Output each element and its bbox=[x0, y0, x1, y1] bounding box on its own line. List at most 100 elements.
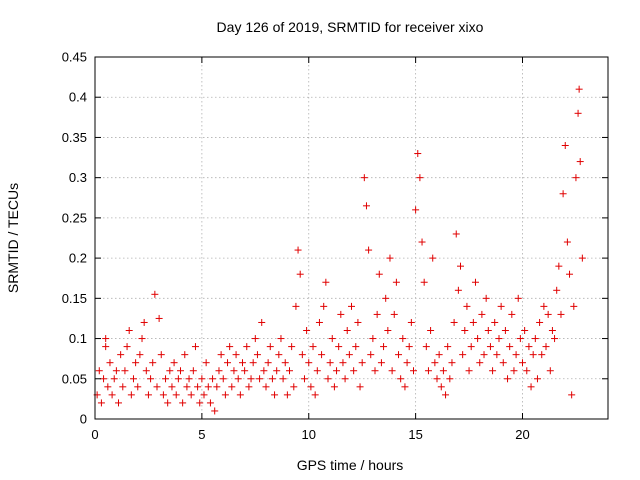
data-point bbox=[365, 246, 373, 254]
data-point bbox=[155, 314, 163, 322]
data-point bbox=[557, 310, 565, 318]
x-tick-label: 5 bbox=[198, 427, 205, 442]
data-point bbox=[260, 367, 268, 375]
y-tick-label: 0.4 bbox=[69, 90, 87, 105]
data-point bbox=[211, 407, 219, 415]
data-point bbox=[548, 327, 556, 335]
data-point bbox=[245, 383, 253, 391]
data-point bbox=[491, 318, 499, 326]
data-point bbox=[281, 359, 289, 367]
data-point bbox=[286, 367, 294, 375]
data-point bbox=[138, 335, 146, 343]
data-point bbox=[433, 375, 441, 383]
data-point bbox=[183, 383, 191, 391]
x-tick-label: 15 bbox=[408, 427, 422, 442]
data-point bbox=[296, 270, 304, 278]
data-point bbox=[157, 351, 165, 359]
data-point bbox=[172, 391, 180, 399]
data-point bbox=[226, 343, 234, 351]
data-point bbox=[510, 367, 518, 375]
data-point bbox=[136, 351, 144, 359]
data-point bbox=[97, 399, 105, 407]
data-point bbox=[380, 343, 388, 351]
data-point bbox=[129, 375, 137, 383]
data-point bbox=[187, 391, 195, 399]
data-point bbox=[444, 343, 452, 351]
data-point bbox=[382, 294, 390, 302]
data-point bbox=[134, 383, 142, 391]
data-point bbox=[106, 359, 114, 367]
data-point bbox=[369, 335, 377, 343]
data-point bbox=[123, 343, 131, 351]
x-tick-label: 10 bbox=[302, 427, 316, 442]
data-point bbox=[241, 367, 249, 375]
data-point bbox=[427, 327, 435, 335]
data-point bbox=[482, 294, 490, 302]
data-point bbox=[164, 399, 172, 407]
data-point bbox=[102, 343, 110, 351]
data-point bbox=[228, 383, 236, 391]
data-point bbox=[104, 383, 112, 391]
x-tick-label: 20 bbox=[515, 427, 529, 442]
data-point bbox=[352, 343, 360, 351]
data-point bbox=[405, 343, 413, 351]
data-point bbox=[386, 254, 394, 262]
data-point bbox=[144, 391, 152, 399]
data-point bbox=[170, 359, 178, 367]
data-point bbox=[189, 367, 197, 375]
data-point bbox=[489, 367, 497, 375]
data-point bbox=[463, 302, 471, 310]
data-point bbox=[117, 351, 125, 359]
data-point bbox=[457, 262, 465, 270]
data-point bbox=[337, 310, 345, 318]
data-point bbox=[424, 367, 432, 375]
data-point bbox=[305, 359, 313, 367]
data-point bbox=[221, 391, 229, 399]
data-point bbox=[474, 335, 482, 343]
data-point bbox=[322, 278, 330, 286]
data-point bbox=[300, 375, 308, 383]
data-point bbox=[341, 375, 349, 383]
data-point bbox=[298, 351, 306, 359]
data-point bbox=[536, 318, 544, 326]
data-point bbox=[388, 367, 396, 375]
y-tick-label: 0.15 bbox=[62, 291, 87, 306]
data-point bbox=[392, 278, 400, 286]
data-point bbox=[358, 359, 366, 367]
data-point bbox=[566, 270, 574, 278]
data-point bbox=[262, 383, 270, 391]
data-point bbox=[324, 375, 332, 383]
data-point bbox=[256, 375, 264, 383]
data-point bbox=[484, 327, 492, 335]
data-point bbox=[125, 327, 133, 335]
data-point bbox=[335, 343, 343, 351]
data-point bbox=[420, 278, 428, 286]
data-point bbox=[486, 343, 494, 351]
data-point bbox=[159, 391, 167, 399]
data-point bbox=[110, 375, 118, 383]
data-point bbox=[542, 343, 550, 351]
data-point bbox=[328, 335, 336, 343]
data-point bbox=[238, 359, 246, 367]
data-point bbox=[467, 343, 475, 351]
data-point bbox=[230, 367, 238, 375]
data-point bbox=[407, 318, 415, 326]
data-point bbox=[375, 270, 383, 278]
data-point bbox=[204, 383, 212, 391]
data-point bbox=[563, 238, 571, 246]
data-point bbox=[480, 351, 488, 359]
data-point bbox=[435, 351, 443, 359]
data-point bbox=[149, 359, 157, 367]
data-point bbox=[177, 367, 184, 375]
data-point bbox=[292, 302, 300, 310]
data-point bbox=[307, 383, 315, 391]
data-point bbox=[390, 310, 398, 318]
data-point bbox=[100, 375, 108, 383]
data-point bbox=[326, 359, 334, 367]
data-point bbox=[311, 391, 319, 399]
data-point bbox=[279, 375, 287, 383]
data-point bbox=[112, 367, 120, 375]
data-point bbox=[578, 254, 586, 262]
y-axis-title: SRMTID / TECUs bbox=[5, 183, 21, 293]
data-point bbox=[416, 174, 424, 182]
